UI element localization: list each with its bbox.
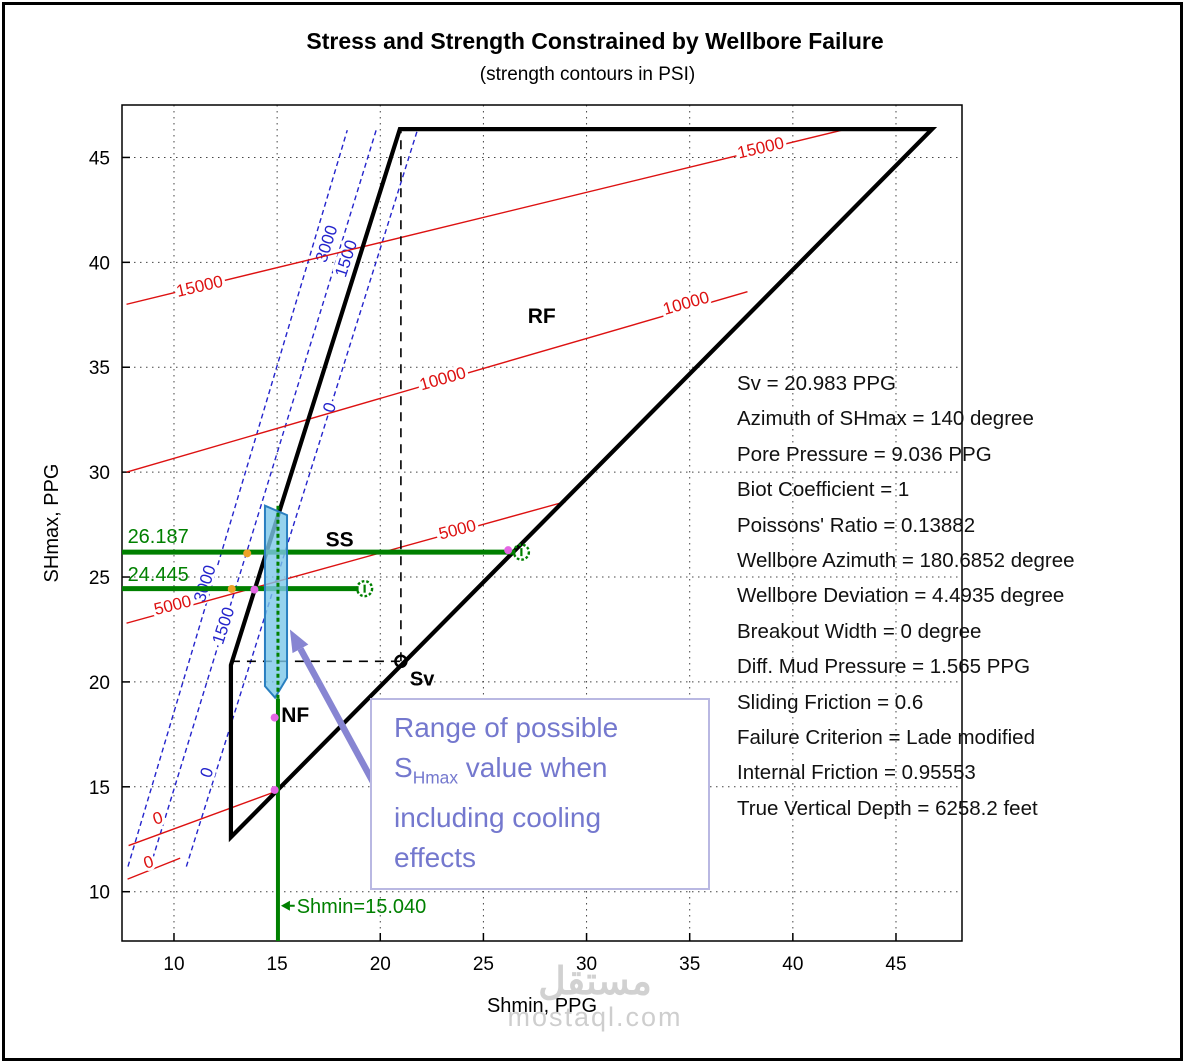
svg-text:26.187: 26.187	[128, 526, 189, 548]
axes: 10 15 20 25 30 35 40 45 10 15 20 25 30 35 40 45 Shmin, P…	[41, 104, 963, 1017]
y-axis-label: SHmax, PPG	[41, 464, 63, 583]
svg-text:35: 35	[679, 954, 700, 975]
magenta-marker	[270, 785, 279, 794]
svg-text:40: 40	[782, 954, 803, 975]
point-markers	[227, 546, 513, 794]
svg-text:10: 10	[163, 954, 184, 975]
param-line: Breakout Width = 0 degree	[737, 619, 982, 643]
svg-text:35: 35	[89, 358, 110, 379]
param-line: Sv = 20.983 PPG	[737, 372, 896, 395]
param-line: True Vertical Depth = 6258.2 feet	[737, 796, 1038, 820]
svg-text:30: 30	[89, 463, 110, 484]
cooling-range-region	[263, 504, 289, 700]
svg-text:20: 20	[370, 954, 391, 975]
svg-text:30: 30	[576, 954, 597, 975]
stress-polygon	[228, 127, 938, 843]
svg-text:15000: 15000	[174, 272, 224, 301]
svg-text:5000: 5000	[437, 516, 478, 544]
parameter-list: Sv = 20.983 PPG Azimuth of SHmax = 140 d…	[737, 366, 1167, 826]
annotation-text-line4: effects	[394, 841, 476, 873]
param-line: Biot Coefficient = 1	[737, 478, 910, 502]
param-line: Internal Friction = 0.95553	[737, 761, 976, 785]
svg-text:40: 40	[89, 253, 110, 274]
annotation-text-line1: Range of possible	[394, 712, 619, 743]
chart-subtitle: (strength contours in PSI)	[479, 64, 696, 85]
svg-text:Shmin, PPG: Shmin, PPG	[487, 995, 597, 1017]
svg-text:RF: RF	[528, 305, 556, 328]
svg-text:15: 15	[89, 778, 110, 799]
svg-text:45: 45	[89, 148, 110, 169]
svg-text:25: 25	[89, 568, 110, 589]
param-line: Wellbore Azimuth = 180.6852 degree	[737, 549, 1075, 573]
sv-guides: Sv	[230, 129, 435, 690]
param-line: Poissons' Ratio = 0.13882	[737, 513, 976, 537]
svg-text:10000: 10000	[661, 288, 712, 319]
param-line: Sliding Friction = 0.6	[737, 690, 924, 714]
chart-title: Stress and Strength Constrained by Wellb…	[306, 28, 884, 54]
svg-text:24.445: 24.445	[128, 564, 189, 586]
svg-text:0: 0	[150, 808, 165, 829]
orange-marker	[243, 549, 252, 558]
param-line: Diff. Mud Pressure = 1.565 PPG	[737, 655, 1031, 679]
param-line: Pore Pressure = 9.036 PPG	[737, 442, 992, 466]
svg-text:15000: 15000	[735, 133, 785, 162]
svg-text:1500: 1500	[209, 605, 239, 647]
svg-text:Shmin=15.040: Shmin=15.040	[297, 896, 427, 918]
svg-text:Sv: Sv	[410, 668, 435, 690]
orange-marker	[227, 584, 236, 593]
magenta-marker	[270, 713, 279, 722]
param-line: Wellbore Deviation = 4.4935 degree	[737, 584, 1065, 608]
magenta-marker	[250, 585, 259, 594]
svg-text:NF: NF	[281, 704, 309, 727]
regime-labels: RF SS NF	[281, 305, 556, 727]
annotation-text-line2: SHmax value when	[394, 752, 608, 788]
annotation-box: Range of possible SHmax value when inclu…	[370, 698, 710, 890]
shmin-line: Shmin=15.040	[275, 505, 427, 941]
svg-text:25: 25	[473, 954, 494, 975]
annotation-text-line3: including cooling	[394, 801, 602, 833]
param-line: Azimuth of SHmax = 140 degree	[737, 407, 1034, 431]
shmax-range-lines: 26.187 24.445	[122, 526, 531, 598]
svg-text:SS: SS	[326, 529, 354, 552]
svg-text:10: 10	[89, 883, 110, 904]
sv-marker	[394, 654, 408, 669]
param-line: Failure Criterion = Lade modified	[737, 726, 1035, 750]
svg-text:0: 0	[196, 765, 217, 780]
svg-text:15: 15	[267, 954, 288, 975]
svg-text:5000: 5000	[152, 591, 193, 619]
svg-text:10000: 10000	[417, 363, 468, 394]
svg-text:45: 45	[885, 954, 906, 975]
magenta-marker	[504, 546, 513, 555]
svg-text:20: 20	[89, 673, 110, 694]
